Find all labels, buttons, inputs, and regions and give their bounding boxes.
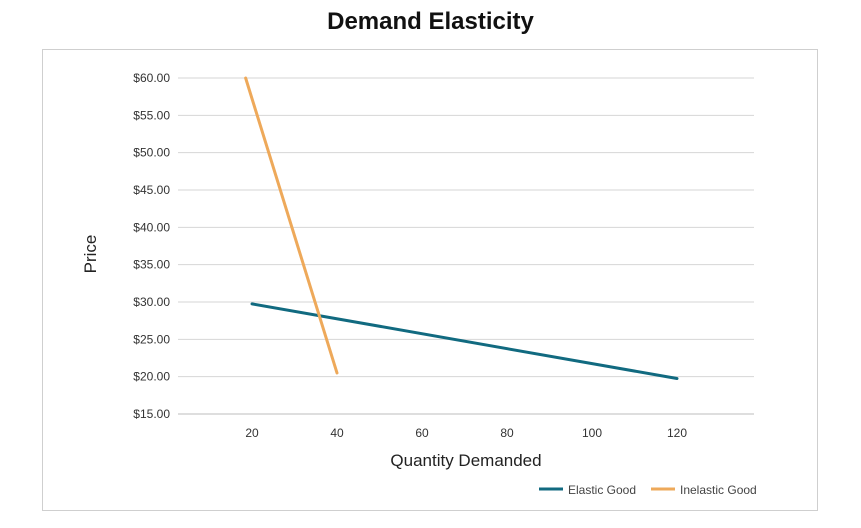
series-line-inelastic-good — [244, 76, 339, 375]
x-tick-labels: 20 40 60 80 100 120 — [245, 426, 687, 440]
y-tick-label: $45.00 — [133, 183, 170, 197]
legend-label: Inelastic Good — [680, 483, 757, 497]
x-axis-title: Quantity Demanded — [390, 451, 541, 470]
legend: Elastic Good Inelastic Good — [539, 483, 757, 497]
x-tick-label: 100 — [582, 426, 602, 440]
y-tick-labels: $15.00 $20.00 $25.00 $30.00 $35.00 $40.00 $45.… — [133, 71, 170, 421]
x-tick-label: 20 — [245, 426, 259, 440]
x-tick-label: 40 — [330, 426, 344, 440]
y-tick-label: $60.00 — [133, 71, 170, 85]
y-tick-label: $25.00 — [133, 332, 170, 346]
series-lines — [244, 76, 679, 381]
chart-frame — [42, 49, 818, 511]
x-tick-label: 60 — [415, 426, 429, 440]
y-tick-label: $55.00 — [133, 108, 170, 122]
y-tick-label: $35.00 — [133, 258, 170, 272]
y-tick-label: $40.00 — [133, 220, 170, 234]
x-tick-label: 120 — [667, 426, 687, 440]
chart-title: Demand Elasticity — [327, 8, 534, 35]
series-line-elastic-good — [250, 302, 679, 381]
grid-lines — [178, 77, 754, 415]
y-tick-label: $30.00 — [133, 295, 170, 309]
legend-label: Elastic Good — [568, 483, 636, 497]
x-tick-label: 80 — [500, 426, 514, 440]
y-tick-label: $15.00 — [133, 407, 170, 421]
y-tick-label: $50.00 — [133, 146, 170, 160]
y-tick-label: $20.00 — [133, 370, 170, 384]
y-axis-title: Price — [81, 235, 100, 274]
